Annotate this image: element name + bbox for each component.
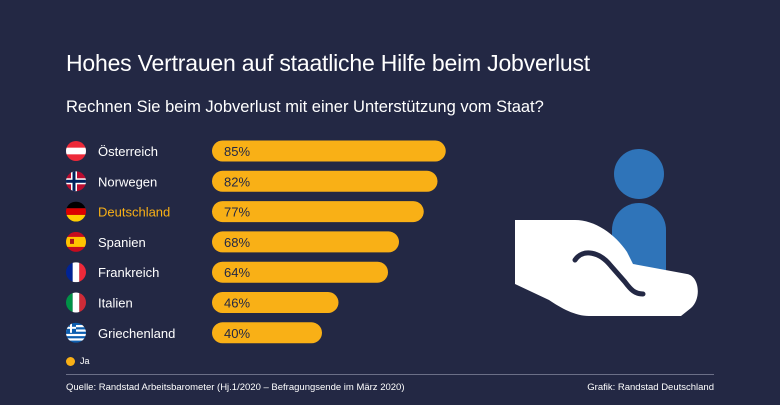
bar [212,170,438,192]
chart-row: Frankreich 64% [66,261,388,283]
category-label: Frankreich [98,265,159,280]
france-flag-icon [66,262,86,283]
source-note: Quelle: Randstad Arbeitsbarometer (Hj.1/… [66,382,405,393]
category-label: Österreich [98,144,158,159]
hand-icon [515,220,698,316]
data-label: 46% [224,296,250,311]
chart-row: Österreich 85% [66,140,446,162]
data-label: 64% [224,265,250,280]
bar [212,261,388,283]
bar [212,292,339,313]
austria-flag-icon [66,141,86,161]
bar [212,231,399,253]
bar [212,201,424,223]
norway-flag-icon [66,171,86,192]
category-label: Italien [98,296,133,311]
person-head-icon [614,149,664,199]
bar [212,140,446,162]
chart-row: Italien 46% [66,292,339,313]
legend-label: Ja [80,356,90,366]
data-label: 40% [224,326,250,341]
data-label: 77% [224,205,250,220]
legend: Ja [66,356,90,366]
chart-row: Deutschland 77% [66,201,424,223]
chart-row: Spanien 68% [66,231,399,253]
chart-subtitle: Rechnen Sie beim Jobverlust mit einer Un… [66,98,544,116]
category-label: Griechenland [98,326,175,341]
hand-holding-person-icon [515,149,698,316]
data-label: 68% [224,235,250,250]
greece-flag-icon [66,322,86,343]
graphic-credit: Grafik: Randstad Deutschland [587,382,714,393]
thumb-line [572,250,646,297]
italy-flag-icon [66,292,86,313]
chart-row: Norwegen 82% [66,170,438,192]
category-label: Norwegen [98,174,157,189]
germany-flag-icon [66,201,86,222]
category-label: Spanien [98,235,146,250]
data-label: 82% [224,174,250,189]
bar [212,322,322,344]
chart-row: Griechenland 40% [66,322,322,344]
category-label: Deutschland [98,205,170,220]
footer-divider [66,374,714,375]
legend-swatch [66,356,75,366]
data-label: 85% [224,144,250,159]
spain-flag-icon [66,231,86,252]
chart-title: Hohes Vertrauen auf staatliche Hilfe bei… [66,50,590,76]
